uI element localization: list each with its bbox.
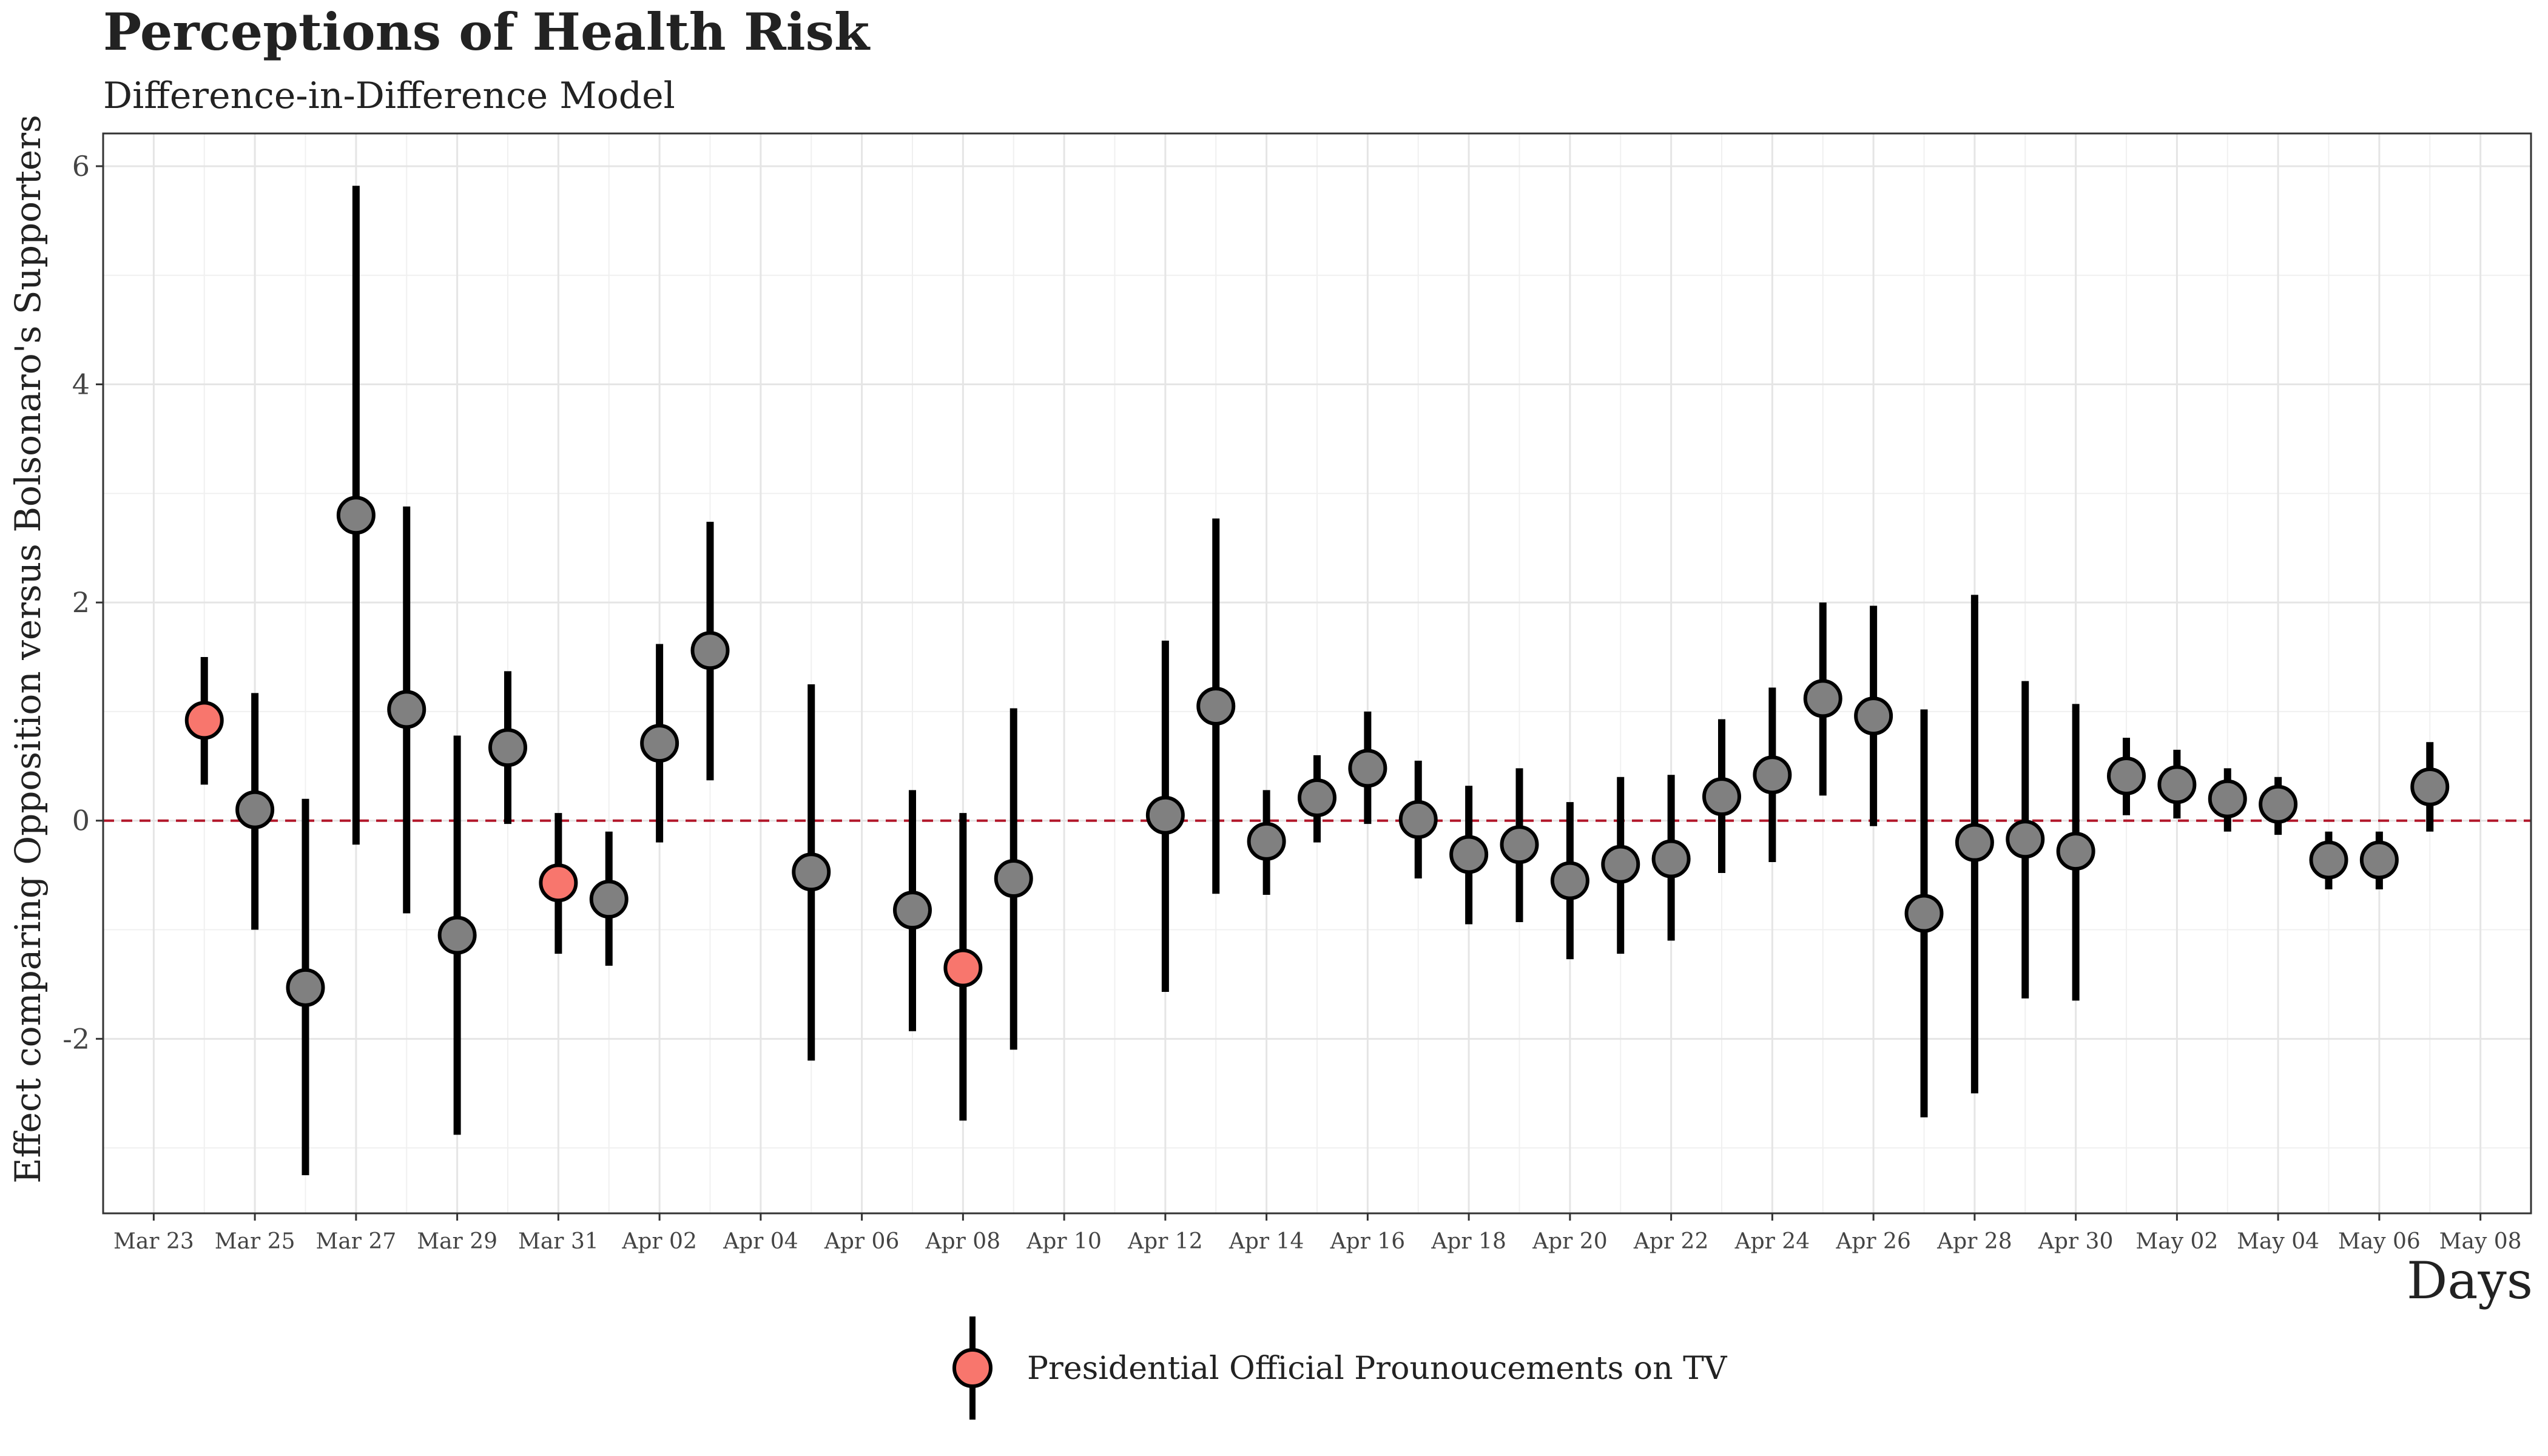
y-tick-label: 6: [72, 150, 90, 183]
x-tick-label: Mar 31: [518, 1229, 599, 1254]
y-tick-label: 4: [72, 368, 90, 401]
x-tick-label: May 08: [2439, 1229, 2522, 1254]
data-point: [1145, 795, 1185, 835]
x-tick-label: Mar 27: [315, 1229, 396, 1254]
data-point-highlight: [943, 948, 983, 988]
plot-border: [102, 132, 2532, 1215]
x-tick-label: Apr 20: [1532, 1229, 1608, 1254]
y-tick-label: 0: [72, 804, 90, 837]
data-point: [1854, 696, 1893, 736]
x-tick-label: Apr 06: [824, 1229, 900, 1254]
data-point: [2107, 757, 2146, 796]
x-tick-label: Apr 18: [1431, 1229, 1506, 1254]
x-tick-label: Mar 23: [113, 1229, 194, 1254]
x-tick-label: Apr 16: [1330, 1229, 1406, 1254]
data-point: [387, 690, 426, 729]
x-axis-label: Days: [2407, 1251, 2533, 1310]
chart-title: Perceptions of Health Risk: [103, 2, 871, 62]
data-point: [488, 728, 527, 767]
y-tick-label: -2: [62, 1022, 90, 1055]
data-point: [893, 891, 932, 930]
data-point: [1247, 821, 1286, 861]
x-tick-label: Apr 12: [1127, 1229, 1203, 1254]
data-point: [1550, 861, 1589, 900]
data-point: [2410, 767, 2450, 806]
legend-key-point: [952, 1348, 993, 1388]
data-point: [1196, 686, 1236, 726]
data-point: [2056, 832, 2095, 871]
data-point: [1348, 749, 1387, 788]
x-tick-label: Apr 26: [1835, 1229, 1911, 1254]
data-point: [1904, 894, 1944, 933]
data-point: [1298, 778, 1336, 817]
data-point: [2309, 840, 2348, 880]
data-point: [1449, 835, 1489, 874]
x-tick-label: Apr 22: [1633, 1229, 1709, 1254]
data-point-highlight: [539, 863, 578, 903]
x-tick-label: May 02: [2135, 1229, 2218, 1254]
chart-subtitle: Difference-in-Difference Model: [103, 75, 675, 117]
legend-label: Presidential Official Prounoucements on …: [1027, 1350, 1728, 1387]
x-tick-label: Apr 04: [723, 1229, 798, 1254]
data-point: [286, 968, 325, 1007]
data-point: [2259, 784, 2298, 824]
data-point: [589, 880, 629, 919]
data-point: [2006, 820, 2045, 859]
x-tick-label: Apr 08: [925, 1229, 1001, 1254]
x-tick-label: Apr 10: [1026, 1229, 1102, 1254]
x-tick-label: May 06: [2338, 1229, 2421, 1254]
data-point: [1601, 844, 1640, 884]
data-point: [1803, 679, 1842, 718]
data-point: [1702, 777, 1741, 817]
data-point: [1500, 825, 1539, 864]
data-point: [640, 724, 679, 763]
data-point: [2208, 779, 2247, 818]
data-point: [437, 915, 477, 955]
data-point-highlight: [184, 701, 224, 740]
x-tick-label: May 04: [2237, 1229, 2319, 1254]
data-point: [2359, 840, 2399, 880]
x-tick-label: Apr 28: [1936, 1229, 2012, 1254]
data-point: [1398, 800, 1438, 839]
legend: Presidential Official Prounoucements on …: [952, 1316, 1728, 1420]
data-point: [1753, 755, 1792, 795]
y-tick-label: 2: [72, 586, 90, 619]
data-point: [336, 496, 376, 535]
x-tick-label: Mar 29: [417, 1229, 497, 1254]
data-point: [2157, 765, 2197, 804]
x-tick-label: Mar 25: [215, 1229, 295, 1254]
y-axis-label: Effect comparing Opposition versus Bolso…: [7, 115, 49, 1184]
x-tick-label: Apr 14: [1228, 1229, 1304, 1254]
plot-area: -2 0 2 4 6 Mar 23 Mar 25 Mar 27 Mar 29 Mar 31 Apr …: [62, 132, 2532, 1254]
x-tick-label: Apr 30: [2038, 1229, 2114, 1254]
x-tick-label: Apr 24: [1734, 1229, 1810, 1254]
data-point: [1955, 823, 1994, 862]
x-tick-label: Apr 02: [621, 1229, 697, 1254]
data-point: [994, 859, 1033, 898]
data-point: [792, 852, 831, 892]
data-point: [690, 631, 730, 670]
data-point: [1651, 839, 1691, 878]
data-point: [235, 790, 275, 829]
